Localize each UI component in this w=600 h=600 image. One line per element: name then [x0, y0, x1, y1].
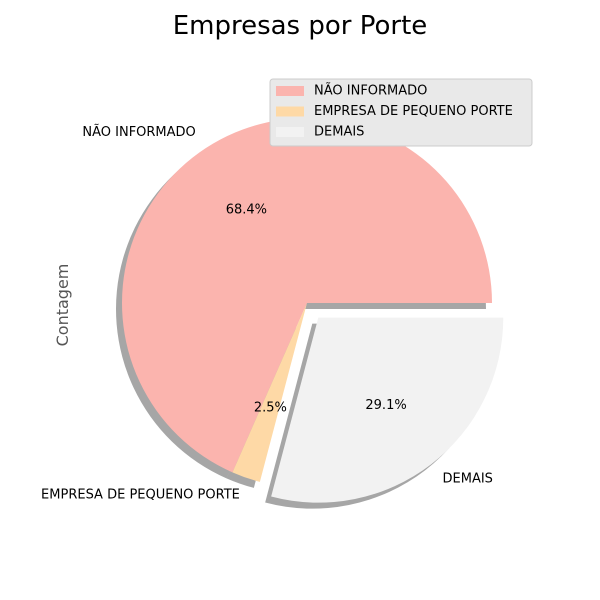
legend-swatch-nao-informado	[276, 86, 304, 96]
pie-slice-nao-informado	[122, 118, 493, 473]
pie-percent-labels: 68.4% 2.5% 29.1%	[226, 203, 407, 416]
pie-slice-demais	[271, 317, 504, 503]
slice-label-demais: DEMAIS	[443, 471, 493, 486]
y-axis-label: Contagem	[53, 264, 72, 347]
pie-slice-labels: NÃO INFORMADO EMPRESA DE PEQUENO PORTE DEM…	[41, 124, 493, 503]
percent-label-nao-informado: 68.4%	[226, 203, 267, 218]
legend-label-demais: DEMAIS	[314, 125, 364, 140]
pie-slices	[122, 118, 504, 503]
percent-label-empresa-de-pequeno-porte: 2.5%	[254, 400, 287, 415]
legend: NÃO INFORMADO EMPRESA DE PEQUENO PORTE DEM…	[269, 78, 533, 147]
legend-swatch-demais	[276, 127, 304, 137]
slice-label-empresa-de-pequeno-porte: EMPRESA DE PEQUENO PORTE	[41, 488, 240, 503]
pie-slice-empresa-de-pequeno-porte	[232, 303, 307, 482]
slice-label-nao-informado: NÃO INFORMADO	[82, 124, 195, 140]
legend-box	[269, 78, 533, 147]
chart-title: Empresas por Porte	[173, 11, 428, 41]
percent-label-demais: 29.1%	[365, 398, 406, 413]
legend-swatch-empresa-de-pequeno-porte	[276, 106, 304, 117]
legend-label-nao-informado: NÃO INFORMADO	[314, 83, 427, 99]
legend-label-empresa-de-pequeno-porte: EMPRESA DE PEQUENO PORTE	[314, 104, 513, 119]
